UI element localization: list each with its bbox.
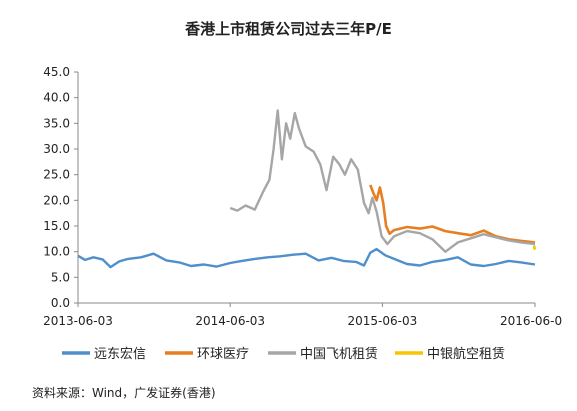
legend-label: 环球医疗 [197, 347, 249, 362]
legend-label: 中银航空租赁 [427, 346, 505, 362]
y-tick-label: 10.0 [43, 245, 70, 259]
y-tick-label: 40.0 [43, 91, 70, 105]
legend-label: 中国飞机租赁 [300, 347, 378, 362]
y-tick-label: 20.0 [43, 193, 70, 207]
series-line-3 [534, 246, 535, 250]
plot-area [78, 111, 535, 268]
legend-label: 远东宏信 [94, 347, 146, 362]
x-tick-label: 2014-06-03 [195, 314, 265, 328]
y-tick-label: 0.0 [51, 296, 70, 310]
y-tick-label: 5.0 [51, 270, 70, 284]
series-line-0 [78, 249, 535, 267]
axes: 0.0 5.0 10.0 15.0 20.0 25.0 30.0 35.0 40.0 45.0 20… [43, 65, 562, 328]
x-tick-label: 2016-06-0 [500, 314, 562, 328]
x-tick-label: 2013-06-03 [43, 314, 113, 328]
x-tick-label: 2015-06-03 [348, 314, 418, 328]
legend: 远东宏信 环球医疗 中国飞机租赁 中银航空租赁 [62, 346, 505, 362]
y-tick-label: 45.0 [43, 65, 70, 79]
y-tick-label: 35.0 [43, 116, 70, 130]
series-line-2 [230, 111, 535, 252]
y-tick-label: 25.0 [43, 168, 70, 182]
y-tick-label: 30.0 [43, 142, 70, 156]
series-line-1 [370, 185, 535, 243]
source-note: 资料来源：Wind，广发证券(香港) [32, 384, 216, 401]
y-tick-label: 15.0 [43, 219, 70, 233]
